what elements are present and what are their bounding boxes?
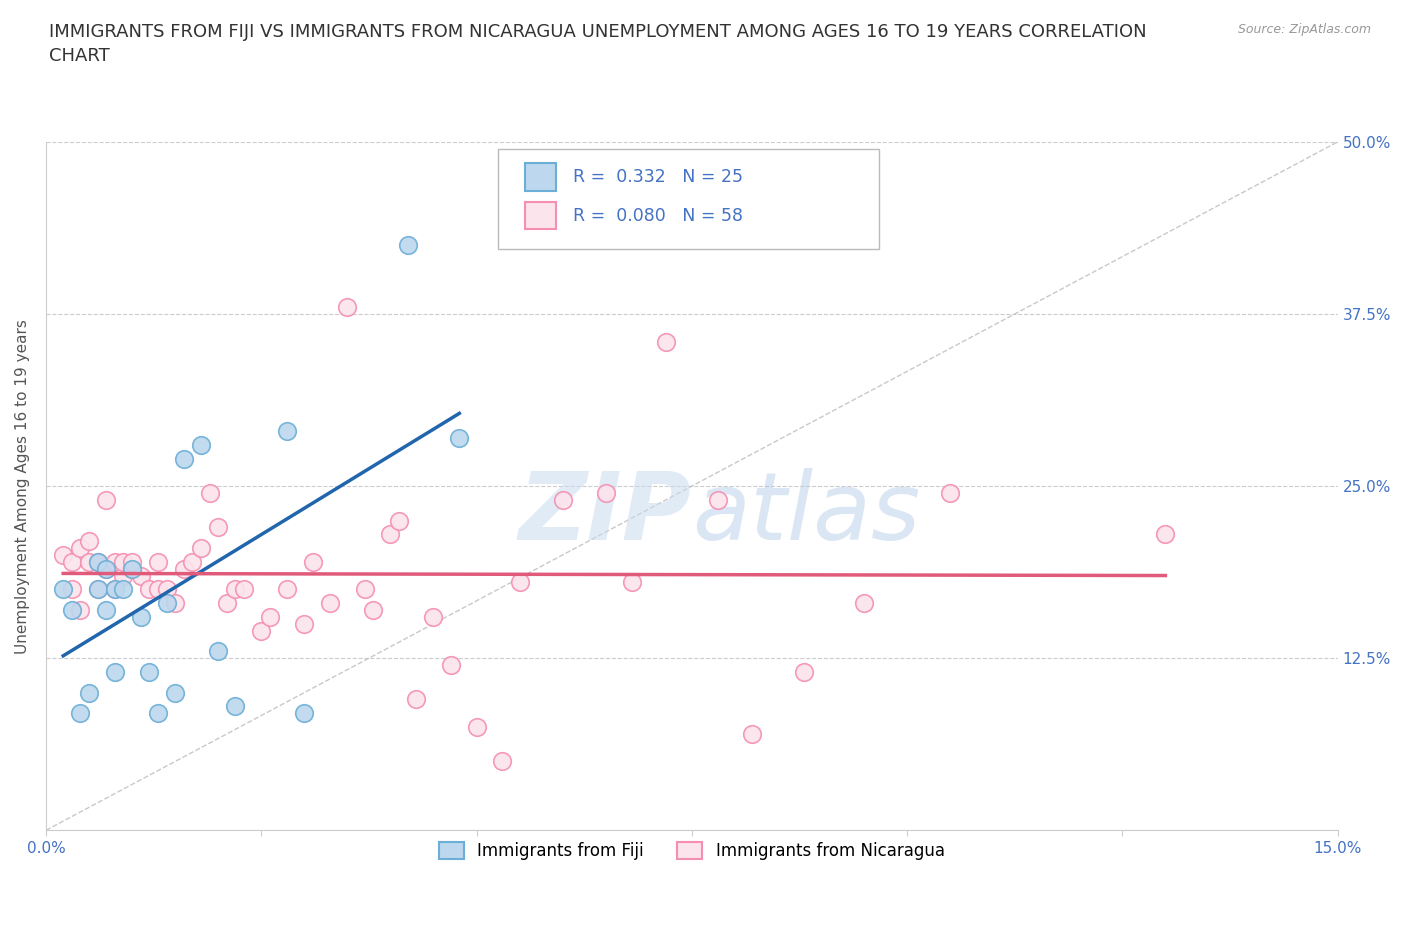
Point [224, 582, 246, 597]
Point [509, 575, 531, 590]
Point [96, 603, 118, 618]
Point [69, 706, 91, 721]
Point [292, 706, 315, 721]
Point [77, 534, 100, 549]
Text: R =  0.080   N = 58: R = 0.080 N = 58 [574, 206, 742, 225]
Point [77, 554, 100, 569]
Point [302, 554, 325, 569]
Text: IMMIGRANTS FROM FIJI VS IMMIGRANTS FROM NICARAGUA UNEMPLOYMENT AMONG AGES 16 TO : IMMIGRANTS FROM FIJI VS IMMIGRANTS FROM … [49, 23, 1147, 65]
Point [96, 562, 118, 577]
Point [121, 562, 143, 577]
Point [86, 582, 108, 597]
Point [165, 685, 187, 700]
Point [69, 540, 91, 555]
Point [121, 562, 143, 577]
Point [77, 685, 100, 700]
Point [1154, 526, 1177, 541]
Point [224, 699, 246, 714]
Point [388, 513, 411, 528]
Point [52, 548, 75, 563]
Point [276, 423, 298, 438]
Point [173, 451, 195, 466]
Point [138, 582, 160, 597]
Point [595, 485, 617, 500]
Point [181, 554, 204, 569]
Text: Source: ZipAtlas.com: Source: ZipAtlas.com [1237, 23, 1371, 36]
Point [292, 617, 315, 631]
Text: ZIP: ZIP [519, 468, 692, 560]
Point [207, 520, 229, 535]
Point [396, 238, 419, 253]
Point [96, 492, 118, 507]
Point [96, 562, 118, 577]
Point [259, 609, 281, 624]
Legend: Immigrants from Fiji, Immigrants from Nicaragua: Immigrants from Fiji, Immigrants from Ni… [432, 835, 952, 867]
Point [361, 603, 384, 618]
Point [60, 603, 83, 618]
Point [60, 582, 83, 597]
Point [52, 582, 75, 597]
Point [146, 706, 169, 721]
Point [173, 562, 195, 577]
Point [551, 492, 574, 507]
Point [440, 658, 463, 672]
Point [380, 526, 402, 541]
Point [250, 623, 273, 638]
Point [336, 299, 359, 314]
Point [121, 554, 143, 569]
Point [233, 582, 256, 597]
Point [465, 720, 488, 735]
Point [104, 582, 127, 597]
Point [793, 665, 815, 680]
Point [86, 582, 108, 597]
Point [86, 554, 108, 569]
Point [104, 582, 127, 597]
FancyBboxPatch shape [526, 202, 557, 230]
Text: R =  0.332   N = 25: R = 0.332 N = 25 [574, 168, 742, 186]
Point [215, 596, 238, 611]
Point [405, 692, 427, 707]
Point [146, 582, 169, 597]
Point [104, 554, 127, 569]
Point [165, 596, 187, 611]
Point [129, 609, 152, 624]
Point [104, 665, 127, 680]
Point [491, 754, 513, 769]
Point [449, 431, 471, 445]
Point [853, 596, 876, 611]
Point [422, 609, 444, 624]
Point [319, 596, 342, 611]
Point [190, 437, 212, 452]
Point [190, 540, 212, 555]
Point [112, 554, 135, 569]
Point [655, 334, 678, 349]
Point [276, 582, 298, 597]
Point [112, 582, 135, 597]
Point [939, 485, 962, 500]
FancyBboxPatch shape [498, 149, 879, 248]
Point [86, 554, 108, 569]
Y-axis label: Unemployment Among Ages 16 to 19 years: Unemployment Among Ages 16 to 19 years [15, 319, 30, 654]
Point [207, 644, 229, 658]
Point [138, 665, 160, 680]
Text: atlas: atlas [692, 468, 920, 559]
Point [69, 603, 91, 618]
Point [198, 485, 221, 500]
Point [146, 554, 169, 569]
Point [155, 596, 177, 611]
Point [620, 575, 643, 590]
Point [353, 582, 375, 597]
Point [112, 568, 135, 583]
Point [60, 554, 83, 569]
Point [706, 492, 728, 507]
Point [155, 582, 177, 597]
Point [741, 726, 763, 741]
Point [129, 568, 152, 583]
FancyBboxPatch shape [526, 164, 557, 191]
